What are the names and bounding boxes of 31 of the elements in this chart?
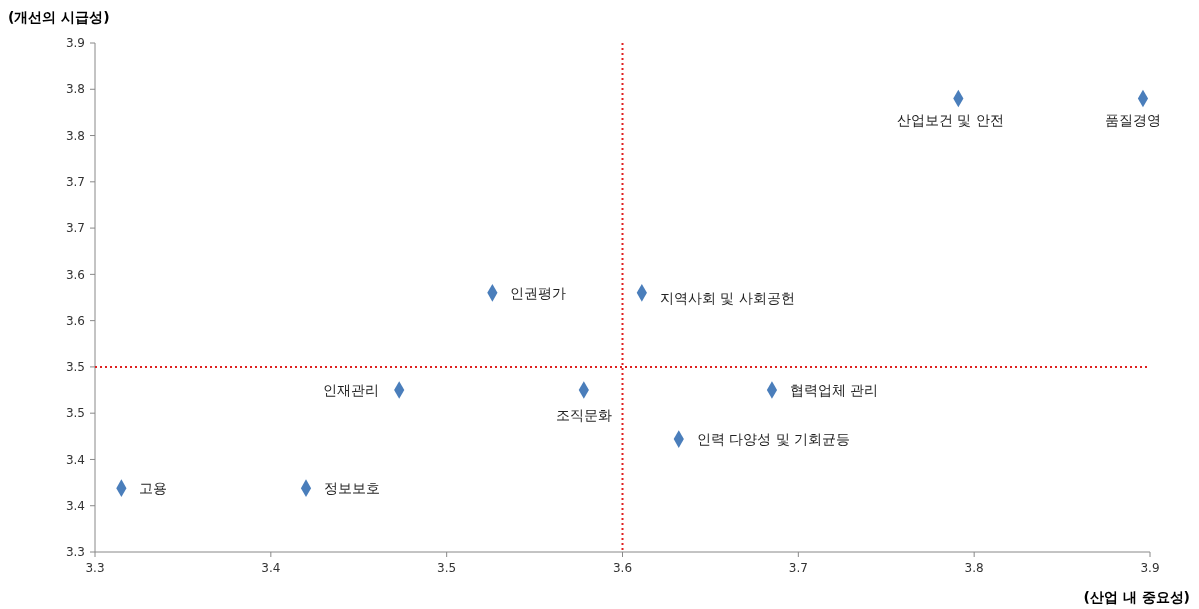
y-tick-label: 3.4 [65,498,85,513]
y-tick-label: 3.4 [65,452,85,467]
x-tick-label: 3.5 [437,561,457,575]
y-tick-label: 3.6 [65,313,85,328]
annotation: 조직문화 [555,407,612,424]
annotation: 인력 다양성 및 기회균등 [696,431,851,448]
annotation: 협력업체 관리 [789,382,879,399]
y-tick-label: 3.5 [65,406,85,421]
annotation: 지역사회 및 사회공헌 [659,289,795,306]
x-tick-label: 3.6 [612,561,633,575]
y-tick-label: 3.6 [65,267,85,282]
x-tick-label: 3.3 [85,561,105,575]
annotation: 고용 [139,480,168,497]
y-tick-label: 3.3 [65,545,85,560]
x-tick-label: 3.7 [788,561,808,575]
y-tick-label: 3.7 [65,221,85,236]
annotation: 인권평가 [510,284,567,301]
y-tick-label: 3.7 [65,175,85,190]
annotation: 인재관리 [323,382,380,399]
y-axis-title: (개선의 시급성) [8,9,110,25]
x-tick-label: 3.8 [964,561,984,575]
y-tick-label: 3.8 [65,82,85,97]
annotation: 정보보호 [324,480,380,497]
annotation: 품질경영 [1104,111,1161,128]
x-tick-label: 3.4 [261,561,281,575]
x-axis-title: (산업 내 중요성) [1083,589,1190,605]
x-tick-label: 3.9 [1140,561,1160,575]
y-tick-label: 3.8 [65,128,85,143]
y-tick-label: 3.5 [65,360,85,375]
annotation: 산업보건 및 안전 [896,111,1004,128]
y-tick-label: 3.9 [65,36,85,51]
